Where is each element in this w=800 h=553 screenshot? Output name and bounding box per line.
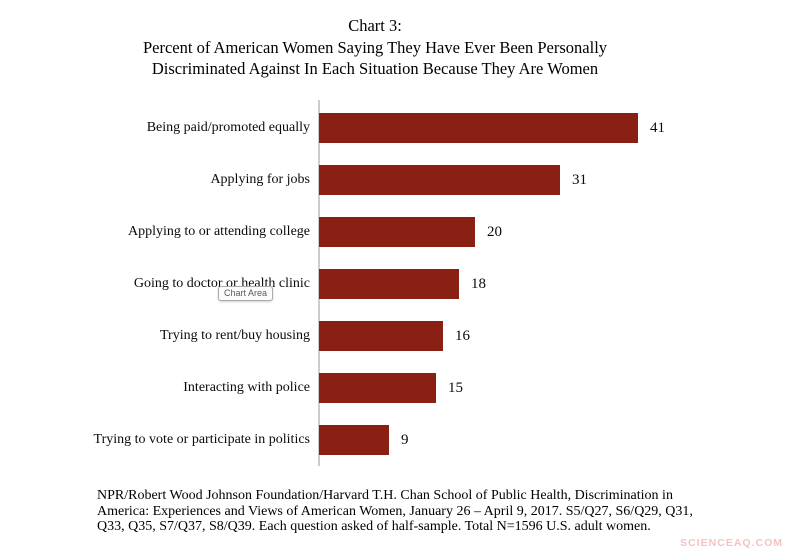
sciencaq-watermark: SCIENCEAQ.COM xyxy=(680,537,783,549)
category-label: Interacting with police xyxy=(183,380,310,395)
data-bar[interactable] xyxy=(319,269,459,299)
value-label: 41 xyxy=(650,119,665,136)
chart-row: Interacting with police 15 xyxy=(0,362,800,414)
chart-row: Being paid/promoted equally 41 xyxy=(0,102,800,154)
category-axis-line xyxy=(318,100,320,466)
bar-track: 18 xyxy=(319,269,486,299)
category-label: Trying to vote or participate in politic… xyxy=(93,432,310,447)
value-label: 9 xyxy=(401,431,409,448)
bar-track: 31 xyxy=(319,165,587,195)
value-label: 16 xyxy=(455,327,470,344)
chart-row: Applying to or attending college 20 xyxy=(0,206,800,258)
category-label: Applying to or attending college xyxy=(128,224,310,239)
source-note: NPR/Robert Wood Johnson Foundation/Harva… xyxy=(97,488,737,535)
chart-area-tooltip-label: Chart Area xyxy=(224,288,268,298)
bar-track: 41 xyxy=(319,113,665,143)
data-bar[interactable] xyxy=(319,217,475,247)
chart-title-line3: Discriminated Against In Each Situation … xyxy=(151,59,599,78)
value-label: 20 xyxy=(487,223,502,240)
chart-title: Chart 3: Percent of American Women Sayin… xyxy=(0,15,750,80)
chart-area-tooltip: Chart Area xyxy=(218,286,274,301)
bar-track: 15 xyxy=(319,373,463,403)
source-note-line3: Q33, Q35, S7/Q37, S8/Q39. Each question … xyxy=(97,519,651,535)
data-bar[interactable] xyxy=(319,425,389,455)
bar-track: 20 xyxy=(319,217,502,247)
data-bar[interactable] xyxy=(319,373,436,403)
data-bar[interactable] xyxy=(319,165,560,195)
bar-track: 9 xyxy=(319,425,409,455)
category-label: Applying for jobs xyxy=(210,172,310,187)
chart-row: Trying to rent/buy housing 16 xyxy=(0,310,800,362)
data-bar[interactable] xyxy=(319,321,443,351)
chart-title-line2: Percent of American Women Saying They Ha… xyxy=(142,37,608,57)
data-bar[interactable] xyxy=(319,113,638,143)
value-label: 31 xyxy=(572,171,587,188)
source-note-line1: NPR/Robert Wood Johnson Foundation/Harva… xyxy=(97,488,673,503)
value-label: 18 xyxy=(471,275,486,292)
plot-area[interactable]: Being paid/promoted equally 41 Applying fo… xyxy=(0,102,800,466)
bar-track: 16 xyxy=(319,321,470,351)
chart-row: Going to doctor or health clinic 18 xyxy=(0,258,800,310)
category-label: Trying to rent/buy housing xyxy=(160,328,310,343)
chart-row: Trying to vote or participate in politic… xyxy=(0,414,800,466)
source-note-line2: America: Experiences and Views of Americ… xyxy=(97,503,693,519)
value-label: 15 xyxy=(448,379,463,396)
category-label: Being paid/promoted equally xyxy=(146,120,310,135)
chart-row: Applying for jobs 31 xyxy=(0,154,800,206)
chart-title-line1: Chart 3: xyxy=(348,16,402,35)
